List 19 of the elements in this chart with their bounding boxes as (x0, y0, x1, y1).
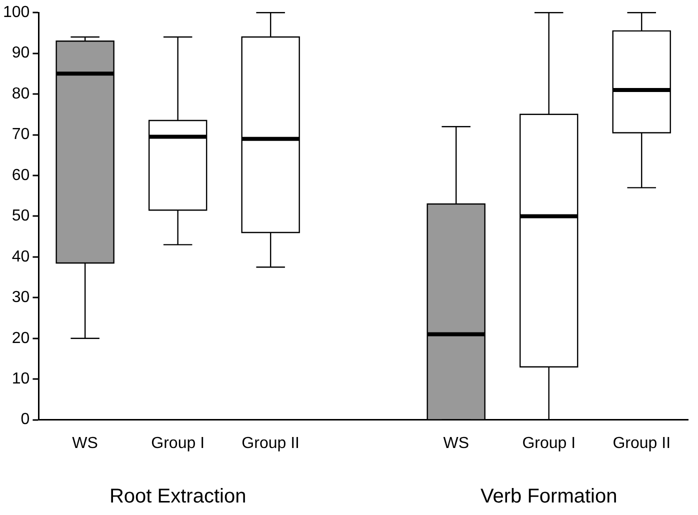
x-tick-label: WS (443, 434, 469, 452)
y-tick-label: 10 (12, 370, 30, 388)
y-tick-label: 100 (2, 4, 30, 22)
text: Verb Formation (480, 486, 618, 508)
text: Root Extraction (109, 486, 246, 508)
x-tick-label: Group I (522, 434, 576, 452)
y-tick-label: 80 (12, 85, 30, 102)
y-tick-label: 90 (12, 44, 30, 62)
x-tick-label: Group II (612, 434, 671, 452)
y-tick-label: 30 (12, 289, 30, 306)
y-tick-label: 40 (12, 248, 30, 266)
y-tick-label: 60 (12, 166, 30, 184)
x-tick-label: WS (72, 434, 98, 452)
x-tick-label: Group II (242, 434, 300, 452)
y-tick-label: 20 (12, 330, 30, 347)
y-tick-label: 0 (20, 411, 30, 428)
x-tick-label: Group I (151, 434, 205, 452)
y-tick-label: 70 (12, 126, 30, 144)
y-tick-label: 50 (12, 208, 30, 225)
